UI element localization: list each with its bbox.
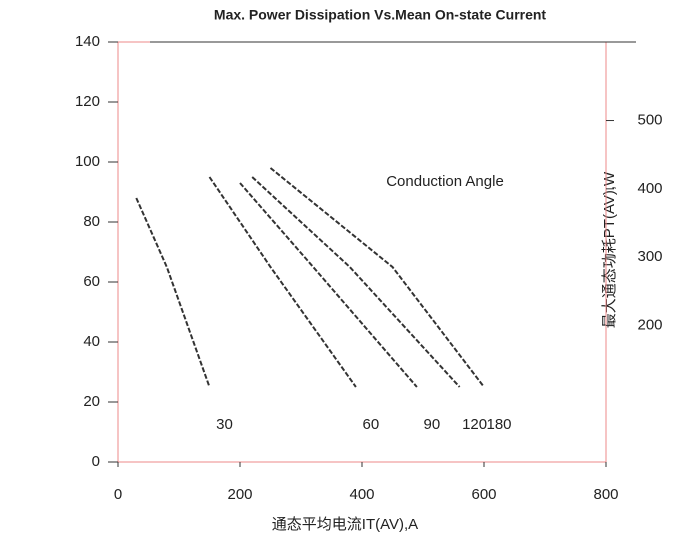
series-line (251, 176, 461, 388)
y2-tick-label: 400 (637, 180, 662, 197)
chart-title: Max. Power Dissipation Vs.Mean On-state … (214, 7, 547, 23)
series-line (269, 167, 485, 388)
x-axis-label: 通态平均电流IT(AV),A (272, 516, 418, 533)
series-line (239, 182, 418, 388)
series-label: 30 (216, 416, 233, 433)
y2-axis-label: 最大通态功耗PT(AV),W (601, 171, 618, 328)
x-tick-label: 800 (593, 486, 618, 503)
series-label: 120 (462, 416, 487, 433)
series-label: 90 (424, 416, 441, 433)
series-label: 60 (363, 416, 380, 433)
series-line (208, 176, 357, 388)
y-tick-label: 140 (75, 33, 100, 50)
y-tick-label: 20 (83, 393, 100, 410)
y-tick-label: 60 (83, 273, 100, 290)
annotation: Conduction Angle (386, 173, 504, 190)
y2-tick-label: 300 (637, 248, 662, 265)
x-tick-label: 400 (349, 486, 374, 503)
y-tick-label: 100 (75, 153, 100, 170)
y-tick-label: 80 (83, 213, 100, 230)
x-tick-label: 0 (114, 486, 122, 503)
plot-frame (117, 41, 607, 463)
series-line (135, 197, 211, 388)
y-tick-label: 0 (92, 453, 100, 470)
y2-tick-label: 500 (637, 112, 662, 129)
y2-tick-label: 200 (637, 316, 662, 333)
y-tick-label: 40 (83, 333, 100, 350)
x-tick-label: 600 (471, 486, 496, 503)
series-label: 180 (486, 416, 511, 433)
y-tick-label: 120 (75, 93, 100, 110)
x-tick-label: 200 (227, 486, 252, 503)
